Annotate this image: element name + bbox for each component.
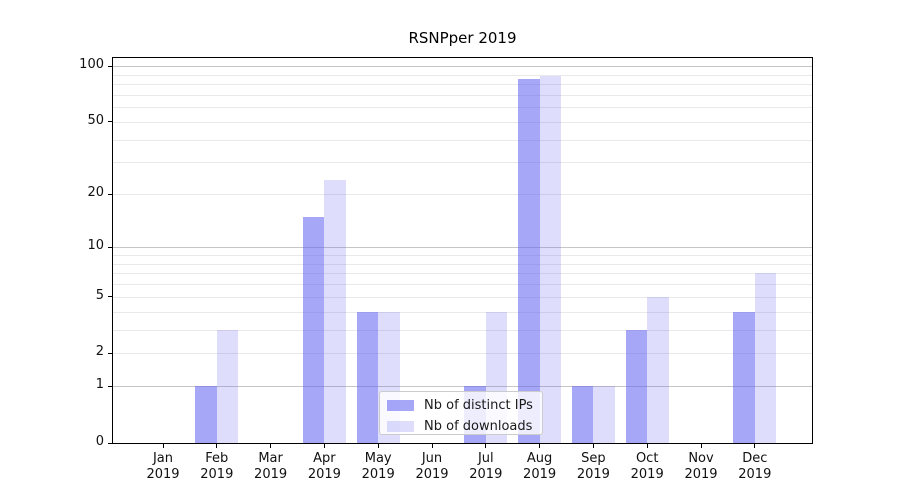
x-axis-tick-label: Aug 2019 [523, 451, 557, 482]
x-axis-tick-label: Mar 2019 [254, 451, 288, 482]
legend: Nb of distinct IPs Nb of downloads [379, 391, 543, 435]
legend-label-downloads: Nb of downloads [424, 419, 533, 434]
legend-swatch-downloads [387, 421, 414, 432]
bar-distinct-ips [625, 329, 648, 443]
x-axis-tick-label: Nov 2019 [684, 451, 718, 482]
bar-distinct-ips [195, 386, 217, 443]
minor-gridline [113, 353, 812, 355]
legend-label-distinct-ips: Nb of distinct IPs [424, 398, 533, 413]
x-axis-tick [323, 444, 325, 448]
bar-distinct-ips [356, 311, 379, 443]
grid-layer [113, 58, 812, 443]
x-axis-tick [485, 444, 487, 448]
x-axis-tick [754, 444, 756, 448]
bar-layer [113, 58, 812, 443]
minor-gridline [113, 254, 812, 256]
x-axis-tick-label: Jan 2019 [146, 451, 180, 482]
x-axis-tick-label: Feb 2019 [200, 451, 234, 482]
minor-gridline [113, 94, 812, 96]
x-axis-tick [539, 444, 541, 448]
y-axis-tick-label: 20 [87, 185, 104, 201]
x-axis-tick [431, 444, 433, 448]
y-axis-tick-label: 0 [95, 434, 104, 449]
minor-gridline [113, 263, 812, 265]
x-axis-tick [700, 444, 702, 448]
y-axis-tick-label: 1 [95, 377, 104, 393]
minor-gridline [113, 107, 812, 109]
bar-downloads [647, 296, 669, 443]
minor-gridline [113, 329, 812, 331]
y-axis-tick [108, 121, 113, 123]
y-axis-tick [108, 352, 113, 354]
legend-swatch-distinct-ips [387, 400, 414, 411]
y-axis-tick [108, 385, 113, 387]
x-axis-tick-label: Jun 2019 [415, 451, 449, 482]
x-axis-tick-label: May 2019 [361, 451, 395, 482]
x-axis-tick-label: Apr 2019 [307, 451, 341, 482]
x-axis-tick [592, 444, 594, 448]
minor-gridline [113, 139, 812, 141]
x-axis-tick [270, 444, 272, 448]
minor-gridline [113, 74, 812, 76]
x-axis-tick [216, 444, 218, 448]
bar-downloads [324, 180, 346, 443]
chart-title: RSNPper 2019 [408, 29, 517, 47]
y-axis-tick [108, 246, 113, 248]
bar-distinct-ips [733, 311, 755, 443]
minor-gridline [113, 162, 812, 164]
y-axis-tick-label: 100 [79, 57, 104, 72]
x-axis-tick-label: Dec 2019 [738, 451, 772, 482]
minor-gridline [113, 284, 812, 286]
major-gridline [113, 386, 812, 388]
bar-downloads [539, 76, 562, 443]
bar-distinct-ips [518, 79, 540, 443]
y-axis-tick [108, 296, 113, 298]
x-axis-tick-label: Oct 2019 [630, 451, 664, 482]
y-axis-tick-label: 50 [87, 112, 104, 128]
y-axis-tick-label: 2 [95, 344, 104, 360]
minor-gridline [113, 84, 812, 86]
minor-gridline [113, 273, 812, 275]
y-axis-tick [108, 442, 113, 444]
legend-entry-distinct-ips: Nb of distinct IPs [380, 397, 542, 414]
x-axis-tick-label: Sep 2019 [576, 451, 610, 482]
bar-downloads [593, 386, 615, 443]
y-axis-tick [108, 65, 113, 67]
x-axis-tick [646, 444, 648, 448]
major-gridline [113, 66, 812, 67]
bar-distinct-ips [302, 216, 325, 443]
x-axis-tick [377, 444, 379, 448]
major-gridline [113, 247, 812, 249]
minor-gridline [113, 121, 812, 123]
x-axis-tick-label: Jul 2019 [469, 451, 503, 482]
plot-area [112, 57, 813, 444]
minor-gridline [113, 311, 812, 313]
bar-distinct-ips [571, 386, 594, 443]
minor-gridline [113, 296, 812, 298]
x-axis-tick [162, 444, 164, 448]
y-axis-tick [108, 193, 113, 195]
y-axis-tick-label: 10 [87, 238, 104, 254]
y-axis-tick-label: 5 [95, 287, 104, 303]
bar-downloads [216, 329, 239, 443]
legend-entry-downloads: Nb of downloads [380, 418, 542, 435]
minor-gridline [113, 194, 812, 196]
bar-downloads [754, 273, 777, 443]
